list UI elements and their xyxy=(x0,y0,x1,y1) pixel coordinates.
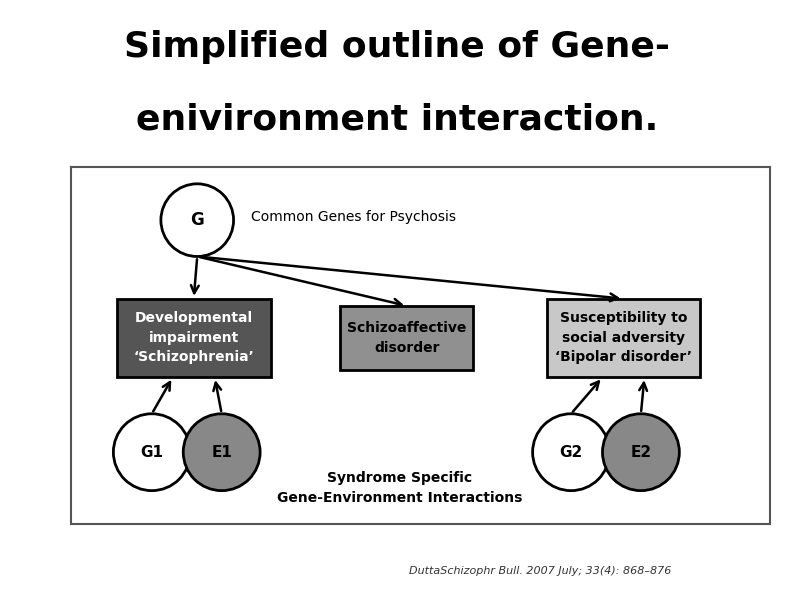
Text: G: G xyxy=(191,211,204,229)
Text: DuttaSchizophr Bull. 2007 July; 33(4): 868–876: DuttaSchizophr Bull. 2007 July; 33(4): 8… xyxy=(409,566,671,576)
Text: enivironment interaction.: enivironment interaction. xyxy=(136,103,658,137)
Ellipse shape xyxy=(603,414,680,491)
Text: E1: E1 xyxy=(211,444,232,460)
Ellipse shape xyxy=(533,414,610,491)
Text: G1: G1 xyxy=(141,444,164,460)
Bar xyxy=(341,306,473,370)
Ellipse shape xyxy=(161,184,233,256)
Ellipse shape xyxy=(114,414,191,491)
Text: Developmental
impairment
‘Schizophrenia’: Developmental impairment ‘Schizophrenia’ xyxy=(133,311,254,365)
Text: Simplified outline of Gene-: Simplified outline of Gene- xyxy=(124,30,670,64)
Ellipse shape xyxy=(183,414,260,491)
Text: Schizoaffective
disorder: Schizoaffective disorder xyxy=(347,321,467,355)
Text: Syndrome Specific
Gene-Environment Interactions: Syndrome Specific Gene-Environment Inter… xyxy=(277,471,522,505)
Text: Susceptibility to
social adversity
‘Bipolar disorder’: Susceptibility to social adversity ‘Bipo… xyxy=(555,311,692,365)
Bar xyxy=(546,299,700,377)
Text: Common Genes for Psychosis: Common Genes for Psychosis xyxy=(251,209,456,224)
Text: G2: G2 xyxy=(560,444,583,460)
Text: E2: E2 xyxy=(630,444,652,460)
Bar xyxy=(117,299,271,377)
